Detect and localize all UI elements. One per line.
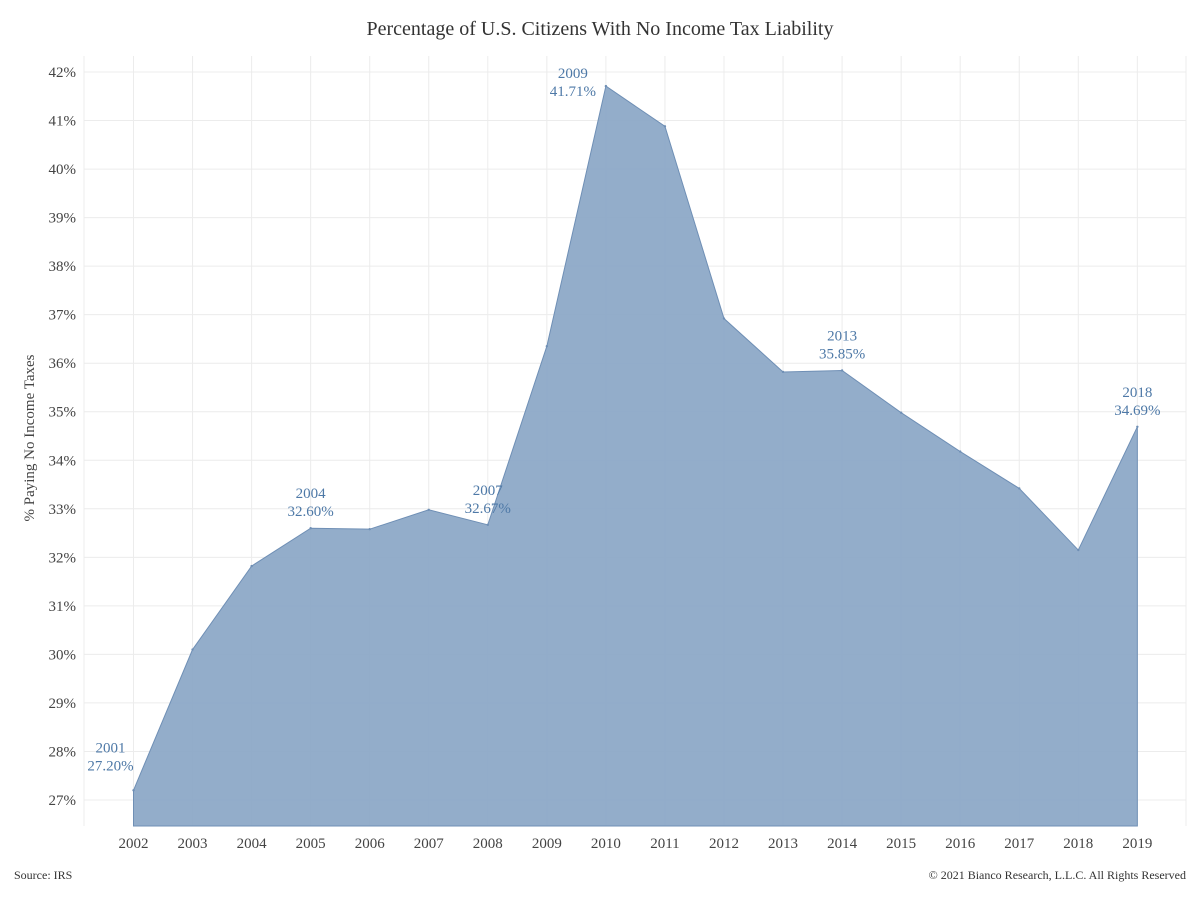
x-tick-label: 2015 <box>886 836 916 852</box>
annotation-value: 32.67% <box>465 501 511 517</box>
x-tick-label: 2007 <box>414 836 445 852</box>
annotation-year: 2013 <box>827 328 857 344</box>
data-point <box>427 508 430 511</box>
data-point <box>191 648 194 651</box>
data-point <box>899 411 903 414</box>
x-tick-label: 2011 <box>650 836 679 852</box>
y-tick-label: 32% <box>49 550 77 566</box>
data-point <box>1136 425 1139 428</box>
y-tick-label: 33% <box>49 502 77 518</box>
data-point <box>486 523 489 527</box>
x-tick-label: 2002 <box>119 836 149 852</box>
annotation-year: 2009 <box>558 66 588 82</box>
x-tick-label: 2006 <box>355 836 386 852</box>
x-tick-label: 2009 <box>532 836 562 852</box>
data-point <box>959 450 962 453</box>
x-tick-label: 2016 <box>945 836 976 852</box>
y-tick-label: 30% <box>49 647 77 663</box>
x-tick-label: 2013 <box>768 836 798 852</box>
y-tick-label: 37% <box>49 308 77 324</box>
x-tick-label: 2019 <box>1122 836 1152 852</box>
y-tick-label: 39% <box>49 211 77 227</box>
x-tick-label: 2010 <box>591 836 621 852</box>
data-point <box>309 527 312 530</box>
annotation-year: 2004 <box>296 486 327 502</box>
data-point <box>781 370 785 374</box>
y-tick-label: 35% <box>49 405 77 421</box>
area-layer <box>132 84 1139 827</box>
y-tick-label: 29% <box>49 696 77 712</box>
data-point <box>604 84 608 88</box>
y-tick-label: 36% <box>49 356 77 372</box>
y-tick-label: 40% <box>49 162 77 178</box>
annotation-year: 2018 <box>1122 385 1152 401</box>
y-axis-ticks: 27% 28% 29% 30% 31% 32% 33% 34% 35% 36% 37% 38% 39% 4… <box>49 65 77 809</box>
x-tick-label: 2014 <box>827 836 858 852</box>
annotation-year: 2001 <box>96 740 126 756</box>
x-axis-ticks: 2002 2003 2004 2005 2006 2007 2008 2009 2010 2011… <box>119 836 1153 852</box>
source-note: Source: IRS <box>14 868 73 882</box>
data-point <box>663 125 667 128</box>
annotation-value: 34.69% <box>1114 403 1160 419</box>
x-tick-label: 2017 <box>1004 836 1035 852</box>
x-tick-label: 2005 <box>296 836 326 852</box>
annotation-value: 41.71% <box>550 84 596 100</box>
annotation-value: 27.20% <box>87 758 133 774</box>
data-point <box>132 789 135 792</box>
data-point <box>250 564 253 568</box>
annotation-value: 35.85% <box>819 346 865 362</box>
y-tick-label: 27% <box>49 793 77 809</box>
data-point <box>545 345 549 348</box>
data-point <box>368 527 371 531</box>
area-series <box>133 85 1138 827</box>
x-tick-label: 2012 <box>709 836 739 852</box>
x-tick-label: 2004 <box>237 836 268 852</box>
y-tick-label: 34% <box>49 453 77 469</box>
data-point <box>722 317 726 320</box>
data-point <box>1077 548 1080 552</box>
copyright-note: © 2021 Bianco Research, L.L.C. All Right… <box>928 868 1186 882</box>
y-tick-label: 41% <box>49 114 77 130</box>
y-axis-label: % Paying No Income Taxes <box>22 354 38 521</box>
data-point <box>1018 487 1021 490</box>
annotation-value: 32.60% <box>288 504 334 520</box>
annotation-year: 2007 <box>473 483 504 499</box>
chart-title: Percentage of U.S. Citizens With No Inco… <box>366 18 834 40</box>
y-tick-label: 38% <box>49 259 77 275</box>
y-tick-label: 28% <box>49 744 77 760</box>
x-tick-label: 2018 <box>1063 836 1093 852</box>
x-tick-label: 2008 <box>473 836 503 852</box>
x-tick-label: 2003 <box>178 836 208 852</box>
y-tick-label: 31% <box>49 599 77 615</box>
y-tick-label: 42% <box>49 65 77 81</box>
annotations: 2001 27.20% 2004 32.60% 2007 32.67% 2009 41.71%… <box>87 66 1160 774</box>
data-point <box>840 369 844 372</box>
